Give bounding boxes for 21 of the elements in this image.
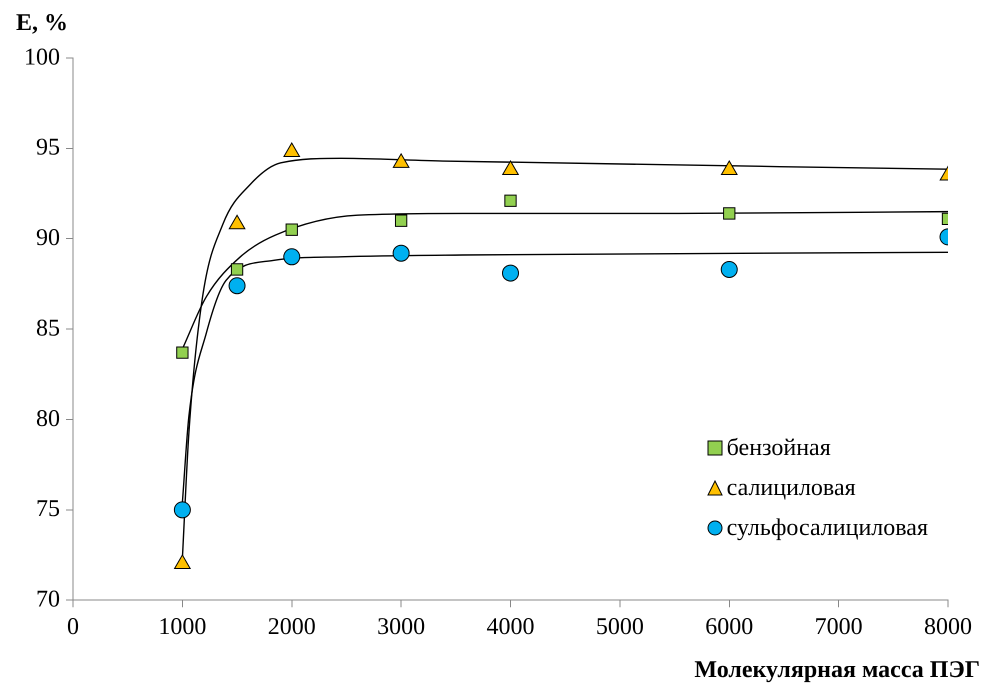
x-tick-label: 8000 [924, 614, 972, 640]
x-axis-title: Молекулярная масса ПЭГ [694, 657, 980, 684]
x-tick-label: 6000 [705, 614, 754, 640]
x-tick-label: 0 [67, 614, 79, 640]
x-tick-label: 4000 [486, 614, 534, 640]
y-tick-label: 70 [36, 586, 60, 612]
x-tick-label: 5000 [596, 614, 644, 640]
legend-label: бензойная [726, 434, 831, 463]
x-tick-label: 7000 [814, 614, 863, 640]
x-tick-label: 3000 [377, 614, 426, 640]
y-axis-title: E, % [16, 10, 68, 37]
x-tick-label: 1000 [158, 614, 206, 640]
y-tick-label: 90 [36, 225, 60, 252]
y-tick-label: 80 [36, 406, 60, 432]
y-tick-label: 75 [36, 496, 60, 522]
legend-label: салициловая [726, 474, 856, 503]
legend-label: сульфосалициловая [726, 514, 928, 543]
y-tick-label: 95 [36, 134, 60, 161]
y-tick-label: 85 [36, 315, 60, 342]
y-tick-label: 100 [24, 44, 60, 70]
x-tick-label: 2000 [268, 614, 316, 640]
